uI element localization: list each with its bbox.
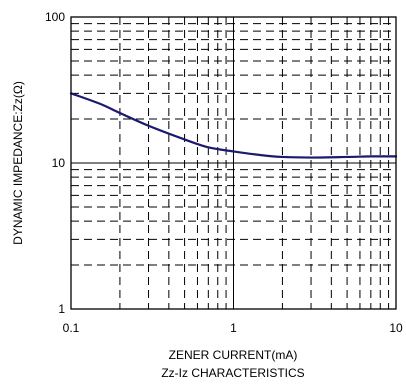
x-tick-label: 10 [389,321,403,335]
x-axis-label: ZENER CURRENT(mA) [169,348,298,362]
chart-subtitle: Zz-Iz CHARACTERISTICS [161,366,304,380]
x-tick-labels: 0.1 1 10 [63,321,403,335]
grid [71,17,396,309]
y-tick-label: 100 [45,10,65,24]
x-tick-label: 0.1 [63,321,80,335]
series-line-0 [69,92,398,159]
y-tick-labels: 1 10 100 [45,10,65,316]
plot-frame [70,16,397,310]
x-tick-label: 1 [230,321,237,335]
y-tick-label: 1 [58,302,65,316]
series-layer [69,92,398,159]
y-axis-label: DYNAMIC IMPEDANCE:Zz(Ω) [11,81,25,245]
y-tick-label: 10 [52,156,66,170]
